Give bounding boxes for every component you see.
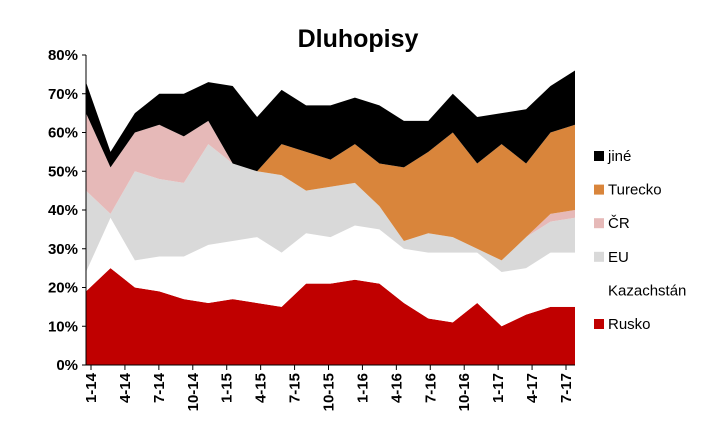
y-tick-label: 40% — [48, 202, 78, 219]
y-tick-label: 10% — [48, 318, 78, 335]
y-tick-label: 80% — [48, 47, 78, 64]
legend-swatch — [594, 151, 604, 161]
y-tick-label: 70% — [48, 86, 78, 103]
legend-swatch — [594, 285, 604, 296]
legend-label: ČR — [608, 215, 630, 232]
area-turecko — [86, 113, 575, 261]
x-tick-label: 7-14 — [151, 372, 168, 403]
x-tick-label: 1-14 — [83, 372, 100, 403]
x-tick-label: 10-15 — [321, 373, 338, 411]
area-kazachstán — [86, 217, 575, 327]
legend-item-kazachstán: Kazachstán — [594, 282, 686, 299]
x-tick-label: 1-15 — [219, 373, 236, 403]
legend-item-turecko: Turecko — [594, 182, 662, 199]
y-axis-ticks: 0% 10% 20% 30% 40% 50% 60% 70% 80% — [48, 47, 86, 374]
legend-swatch — [594, 251, 604, 262]
x-tick-label: 10-16 — [456, 373, 473, 411]
legend-item-rusko: Rusko — [594, 316, 651, 333]
y-tick-label: 50% — [48, 163, 78, 180]
y-tick-label: 60% — [48, 125, 78, 142]
legend: jiné Turecko ČR EU Kazachstán Rusko — [594, 148, 686, 333]
y-tick-label: 0% — [56, 357, 78, 374]
x-tick-label: 4-15 — [253, 373, 270, 403]
y-tick-label: 20% — [48, 280, 78, 297]
x-tick-label: 7-15 — [287, 373, 304, 403]
legend-label: Kazachstán — [608, 282, 686, 299]
x-tick-label: 1-16 — [354, 373, 371, 403]
x-tick-label: 4-17 — [524, 373, 541, 403]
x-tick-label: 7-17 — [558, 373, 575, 403]
x-tick-label: 10-14 — [185, 372, 202, 411]
legend-item-eu: EU — [594, 249, 629, 266]
legend-swatch — [594, 319, 604, 329]
area-jiné — [86, 70, 575, 172]
area-rusko — [86, 268, 575, 365]
legend-item-jiné: jiné — [594, 148, 631, 165]
stacked-areas — [86, 70, 575, 365]
legend-item-čr: ČR — [594, 215, 630, 232]
axes — [85, 55, 575, 366]
chart-title: Dluhopisy — [298, 25, 419, 53]
y-tick-label: 30% — [48, 241, 78, 258]
legend-label: jiné — [607, 148, 631, 165]
area-eu — [86, 144, 575, 272]
legend-swatch — [594, 218, 604, 229]
x-axis-ticks: 1-14 4-14 7-14 10-14 1-15 4-15 7-15 10-15 1-16 4-… — [83, 365, 575, 411]
x-tick-label: 4-16 — [388, 373, 405, 403]
x-tick-label: 1-17 — [490, 373, 507, 403]
legend-swatch — [594, 184, 604, 195]
legend-label: Turecko — [608, 182, 662, 199]
x-tick-label: 7-16 — [422, 373, 439, 403]
x-tick-label: 4-14 — [117, 372, 134, 403]
legend-label: EU — [608, 249, 629, 266]
legend-label: Rusko — [608, 316, 651, 333]
